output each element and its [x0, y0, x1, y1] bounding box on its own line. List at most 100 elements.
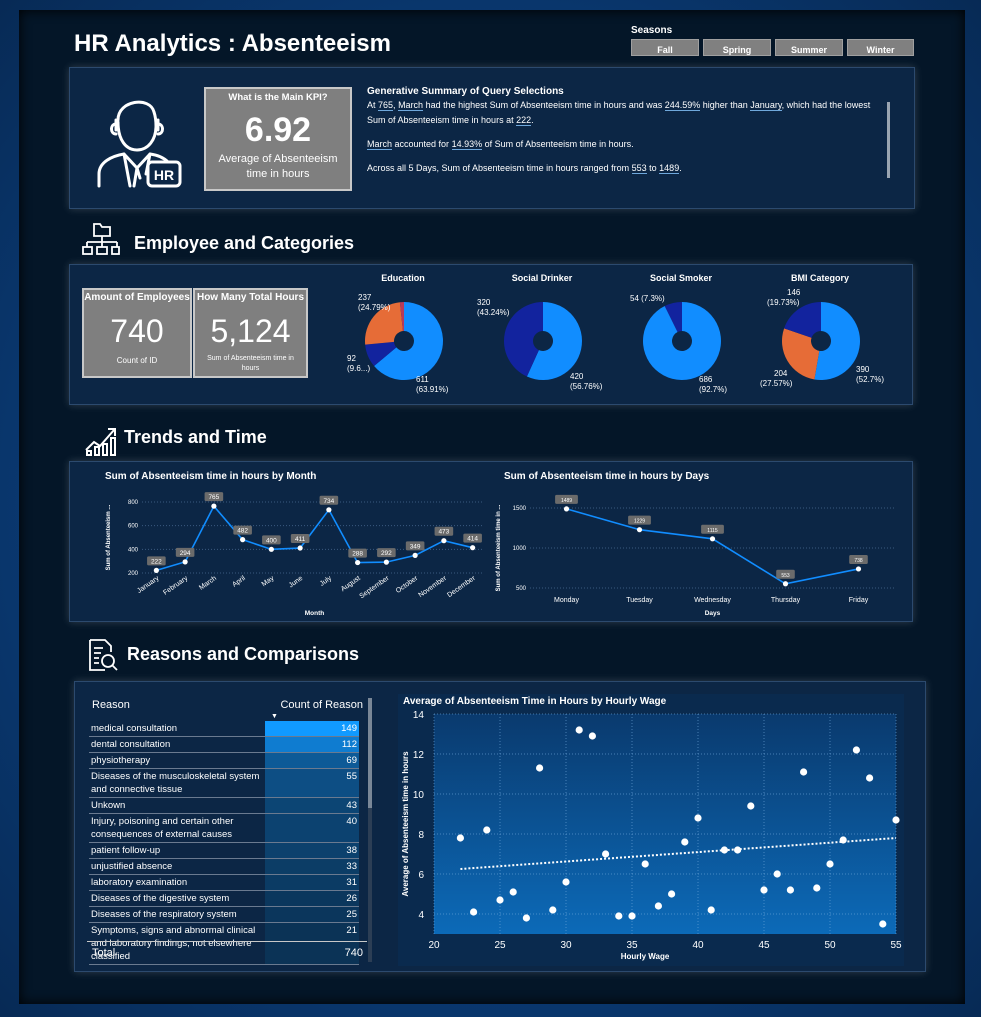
scatter-point[interactable] — [707, 906, 715, 914]
y-tick-label: 1500 — [513, 506, 527, 512]
scatter-point[interactable] — [522, 914, 530, 922]
scatter-point[interactable] — [879, 920, 887, 928]
donut-slice[interactable] — [664, 302, 682, 333]
summary-paragraph-2: March accounted for 14.93% of Sum of Abs… — [367, 139, 634, 150]
generative-summary: Generative Summary of Query Selections A… — [367, 86, 889, 185]
days-line-chart[interactable]: 500 1000 1500 1489 1229 1115 553 738 Monday Tuesd… — [490, 484, 900, 619]
table-scrollbar-track[interactable] — [368, 698, 372, 962]
scatter-point[interactable] — [839, 836, 847, 844]
summary-scrollbar[interactable] — [887, 102, 890, 178]
data-point[interactable] — [412, 552, 418, 558]
table-row[interactable]: unjustified absence 33 — [89, 858, 359, 875]
scatter-point[interactable] — [826, 860, 834, 868]
data-point[interactable] — [240, 537, 246, 543]
table-row[interactable]: patient follow-up 38 — [89, 842, 359, 859]
donut-social-smoker[interactable] — [642, 301, 722, 381]
scatter-point[interactable] — [892, 816, 900, 824]
summary-paragraph-3: Across all 5 Days, Sum of Absenteeism ti… — [367, 163, 682, 174]
data-point[interactable] — [782, 581, 789, 587]
table-row[interactable]: physiotherapy 69 — [89, 752, 359, 769]
scatter-point[interactable] — [536, 764, 544, 772]
donut-slice[interactable] — [504, 302, 543, 377]
scatter-point[interactable] — [866, 774, 874, 782]
y-tick-label: 1000 — [513, 546, 527, 552]
donut-slice[interactable] — [814, 302, 860, 380]
donut-slice[interactable] — [365, 341, 397, 367]
scatter-point[interactable] — [786, 886, 794, 894]
data-point[interactable] — [326, 507, 332, 513]
donut-slice[interactable] — [643, 302, 721, 380]
scatter-point[interactable] — [509, 888, 517, 896]
table-row[interactable]: Symptoms, signs and abnormal clinical an… — [89, 922, 359, 965]
scatter-point[interactable] — [800, 768, 808, 776]
data-point[interactable] — [211, 503, 217, 509]
scatter-point[interactable] — [549, 906, 557, 914]
data-point[interactable] — [855, 566, 862, 572]
data-point[interactable] — [268, 546, 274, 552]
data-point[interactable] — [441, 538, 447, 544]
scatter-point[interactable] — [747, 802, 755, 810]
table-row[interactable]: Diseases of the digestive system 26 — [89, 890, 359, 907]
scatter-point[interactable] — [615, 912, 623, 920]
donut-title-bmi-category: BMI Category — [790, 273, 849, 283]
scatter-point[interactable] — [470, 908, 478, 916]
month-line-chart[interactable]: 200 400 600 800 222 294 765 482 400 411 734 288 292 3… — [82, 484, 482, 619]
table-row[interactable]: Injury, poisoning and certain other cons… — [89, 813, 359, 843]
reasons-col-reason-header[interactable]: Reason — [92, 699, 130, 711]
scatter-point[interactable] — [562, 878, 570, 886]
scatter-point[interactable] — [760, 886, 768, 894]
data-label-box — [405, 541, 425, 551]
table-scrollbar-thumb[interactable] — [368, 698, 372, 808]
donut-slice[interactable] — [365, 302, 403, 345]
data-point[interactable] — [153, 567, 159, 573]
donut-education[interactable] — [364, 301, 444, 381]
table-row[interactable]: Unkown 43 — [89, 797, 359, 814]
donut-bmi-category[interactable] — [781, 301, 861, 381]
donut-slice[interactable] — [784, 302, 821, 338]
table-row[interactable]: laboratory examination 31 — [89, 874, 359, 891]
season-winter-button[interactable]: Winter — [847, 39, 914, 56]
sort-desc-icon[interactable]: ▼ — [271, 713, 278, 720]
season-fall-button[interactable]: Fall — [631, 39, 699, 56]
data-point[interactable] — [709, 536, 716, 542]
data-point[interactable] — [297, 545, 303, 551]
scatter-point[interactable] — [813, 884, 821, 892]
scatter-point[interactable] — [654, 902, 662, 910]
table-row[interactable]: Diseases of the musculoskeletal system a… — [89, 768, 359, 798]
scatter-point[interactable] — [641, 860, 649, 868]
scatter-point[interactable] — [734, 846, 742, 854]
season-summer-button[interactable]: Summer — [775, 39, 843, 56]
donut-slice[interactable] — [782, 328, 820, 380]
data-point[interactable] — [563, 506, 570, 512]
scatter-point[interactable] — [668, 890, 676, 898]
scatter-point[interactable] — [720, 846, 728, 854]
data-point[interactable] — [636, 527, 643, 533]
scatter-point[interactable] — [575, 726, 583, 734]
scatter-point[interactable] — [681, 838, 689, 846]
data-point[interactable] — [355, 559, 361, 566]
table-row[interactable]: dental consultation 112 — [89, 736, 359, 753]
donut-bmi-label-orange: 204 (27.57%) — [760, 369, 793, 388]
table-row[interactable]: medical consultation 149 — [89, 721, 359, 737]
scatter-point[interactable] — [456, 834, 464, 842]
donut-bmi-label-blue: 390 (52.7%) — [856, 365, 885, 384]
data-point[interactable] — [182, 559, 188, 565]
scatter-point[interactable] — [694, 814, 702, 822]
season-spring-button[interactable]: Spring — [703, 39, 771, 56]
scatter-point[interactable] — [483, 826, 491, 834]
scatter-chart[interactable]: 20 25 30 35 40 45 50 55 4 6 8 10 12 14 Hourly Wage Aver… — [398, 708, 904, 966]
scatter-point[interactable] — [588, 732, 596, 740]
scatter-point[interactable] — [773, 870, 781, 878]
reasons-col-count-header[interactable]: Count of Reason — [280, 699, 363, 711]
table-row[interactable]: Diseases of the respiratory system 25 — [89, 906, 359, 923]
scatter-point[interactable] — [496, 896, 504, 904]
donut-slice[interactable] — [374, 302, 443, 380]
scatter-point[interactable] — [628, 912, 636, 920]
data-point[interactable] — [470, 545, 476, 551]
donut-slice[interactable] — [399, 302, 404, 332]
donut-slice[interactable] — [526, 302, 582, 380]
donut-social-drinker[interactable] — [503, 301, 583, 381]
data-point[interactable] — [383, 559, 389, 565]
scatter-point[interactable] — [602, 850, 610, 858]
scatter-point[interactable] — [852, 746, 860, 754]
